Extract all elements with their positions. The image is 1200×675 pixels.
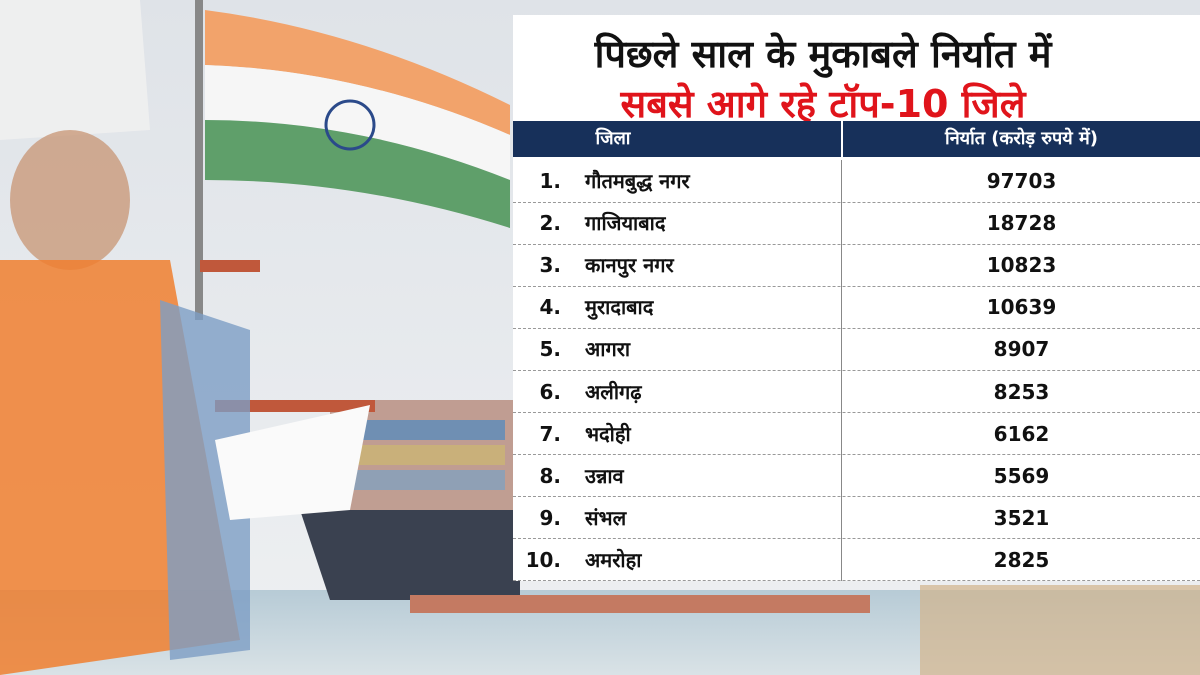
rank: 5. [539, 337, 561, 362]
rank: 6. [539, 379, 561, 404]
column-divider [841, 121, 843, 157]
export-value: 6162 [993, 421, 1050, 446]
export-value: 5569 [993, 463, 1050, 488]
rank: 10. [525, 547, 561, 572]
district: मुरादाबाद [585, 295, 654, 320]
table-row: 10. अमरोहा 2825 [513, 538, 1200, 582]
row-divider [841, 328, 842, 371]
table-row: 5. आगरा 8907 [513, 328, 1200, 371]
rank: 1. [539, 169, 561, 193]
row-divider [841, 160, 842, 203]
district: संभल [585, 505, 627, 530]
column-header: जिला [595, 128, 631, 149]
table-row: 8. उन्नाव 5569 [513, 454, 1200, 498]
row-divider [841, 538, 842, 582]
row-divider [841, 370, 842, 413]
district: गौतमबुद्ध नगर [585, 169, 690, 193]
district: भदोही [585, 421, 631, 446]
table-header: जिला निर्यात (करोड़ रुपये में) [513, 121, 1200, 157]
rank: 2. [539, 211, 561, 236]
export-value: 10639 [986, 295, 1057, 320]
table-row: 2. गाजियाबाद 18728 [513, 202, 1200, 245]
row-divider [841, 202, 842, 245]
row-divider [841, 412, 842, 456]
table-row: 7. भदोही 6162 [513, 412, 1200, 456]
rank: 3. [539, 253, 561, 278]
district: अमरोहा [585, 547, 642, 572]
rank: 9. [539, 505, 561, 530]
row-divider [841, 454, 842, 498]
row-divider [841, 286, 842, 329]
table-panel: पिछले साल के मुकाबले निर्यात में सबसे आग… [513, 15, 1200, 582]
district: अलीगढ़ [585, 379, 642, 404]
row-divider [841, 244, 842, 287]
district: गाजियाबाद [585, 211, 666, 236]
title-line: सबसे आगे रहे टॉप-10 जिले [620, 82, 1026, 126]
rank: 8. [539, 463, 561, 488]
export-value: 2825 [993, 547, 1050, 572]
row-divider [841, 496, 842, 540]
export-value: 97703 [986, 169, 1057, 193]
district: उन्नाव [585, 463, 624, 488]
rank: 4. [539, 295, 561, 320]
table-row: 9. संभल 3521 [513, 496, 1200, 540]
export-value: 18728 [986, 211, 1057, 236]
export-value: 8253 [993, 379, 1050, 404]
table-row: 3. कानपुर नगर 10823 [513, 244, 1200, 287]
district: आगरा [585, 337, 631, 362]
export-value: 10823 [986, 253, 1057, 278]
export-value: 3521 [993, 505, 1050, 530]
column-header: निर्यात (करोड़ रुपये में) [945, 128, 1098, 149]
export-value: 8907 [993, 337, 1050, 362]
district: कानपुर नगर [585, 253, 674, 278]
table-row: 4. मुरादाबाद 10639 [513, 286, 1200, 329]
rank: 7. [539, 421, 561, 446]
table-row: 6. अलीगढ़ 8253 [513, 370, 1200, 413]
title-line: पिछले साल के मुकाबले निर्यात में [594, 32, 1052, 76]
table-row: 1. गौतमबुद्ध नगर 97703 [513, 160, 1200, 203]
